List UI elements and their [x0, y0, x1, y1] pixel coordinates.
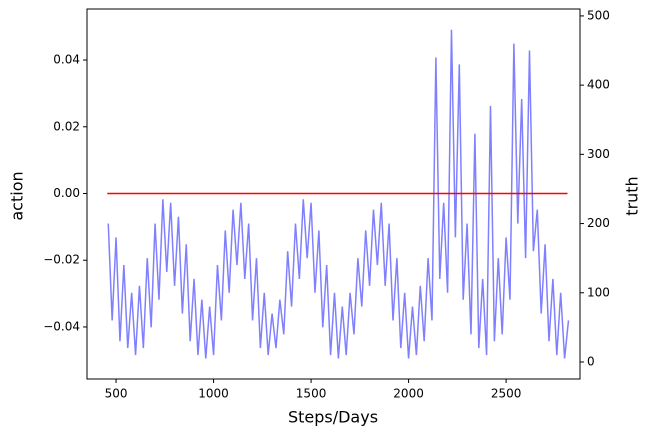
x-tick-label: 2500: [491, 387, 522, 401]
y-tick-label: 0.00: [53, 186, 80, 200]
y2-tick-label: 400: [587, 78, 610, 92]
y2-tick-label: 300: [587, 147, 610, 161]
y-tick-label: −0.02: [43, 253, 80, 267]
y2-tick-label: 200: [587, 216, 610, 230]
x-tick-label: 1500: [296, 387, 327, 401]
y-tick-label: 0.02: [53, 119, 80, 133]
y-axis-label: action: [8, 171, 27, 220]
x-tick-label: 1000: [198, 387, 229, 401]
y-tick-label: 0.04: [53, 53, 80, 67]
x-tick-label: 500: [105, 387, 128, 401]
y-tick-label: −0.04: [43, 319, 80, 333]
y2-tick-label: 500: [587, 8, 610, 22]
plot-frame: [86, 8, 581, 380]
y2-tick-label: 100: [587, 285, 610, 299]
y2-tick-label: 0: [587, 354, 595, 368]
x-tick-label: 2000: [393, 387, 424, 401]
data-line: [107, 29, 570, 359]
x-axis-label: Steps/Days: [288, 408, 378, 427]
y2-axis-label: truth: [623, 176, 642, 215]
